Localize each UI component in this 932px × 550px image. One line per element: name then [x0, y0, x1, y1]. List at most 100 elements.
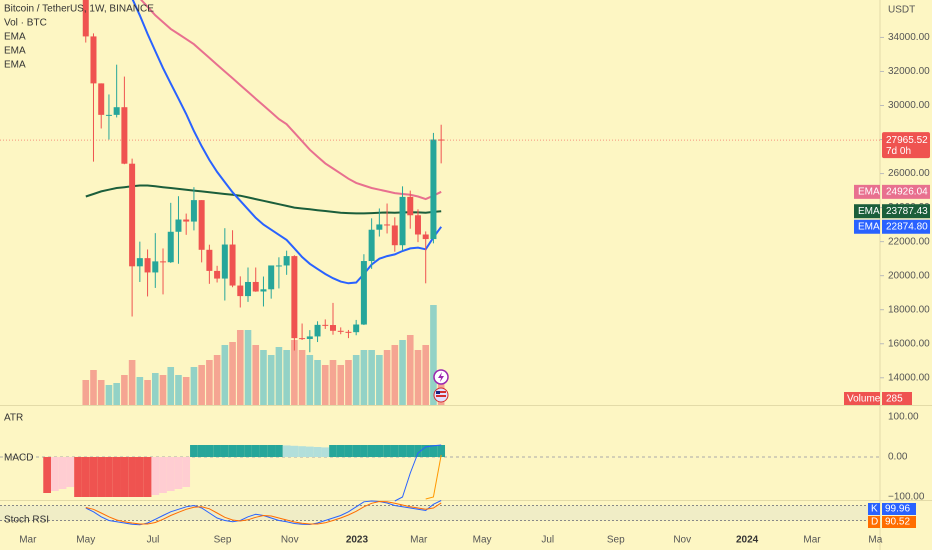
- volume-bar: [345, 360, 352, 405]
- y-tick-label: 14000.00: [888, 372, 930, 383]
- macd-histogram-bar: [97, 457, 106, 497]
- volume-bar: [321, 365, 329, 405]
- volume-bar: [360, 350, 368, 405]
- price-tag: [882, 132, 930, 159]
- candle-body: [368, 229, 375, 262]
- price-pane: [0, 0, 880, 405]
- volume-bar: [144, 380, 151, 405]
- macd-histogram-bar: [375, 445, 384, 457]
- macd-histogram-bar: [205, 445, 214, 457]
- volume-bar: [213, 355, 221, 405]
- volume-bar: [329, 360, 337, 405]
- stoch-line: [85, 500, 442, 525]
- volume-bar: [368, 350, 375, 405]
- candle-body: [206, 249, 213, 271]
- candle-body: [422, 234, 429, 240]
- candle-body: [360, 261, 367, 325]
- volume-tag-bg: [882, 392, 912, 405]
- macd-histogram-bar: [105, 457, 113, 497]
- macd-histogram-bar: [344, 445, 353, 457]
- volume-bar: [252, 345, 260, 405]
- macd-histogram-bar: [429, 445, 438, 457]
- candle-body: [98, 83, 105, 115]
- stoch-tag-value: 90.52: [885, 517, 910, 528]
- macd-histogram-bar: [166, 457, 175, 491]
- volume-bar: [406, 335, 414, 405]
- candle-body: [314, 324, 321, 337]
- ema-line: [131, 0, 443, 285]
- macd-line: [425, 454, 442, 500]
- macd-histogram-bar: [282, 445, 291, 457]
- volume-bar: [283, 350, 290, 405]
- candle-body: [384, 224, 391, 226]
- ema-tag-bg: [882, 204, 930, 219]
- macd-histogram-bar: [321, 447, 330, 457]
- macd-histogram-bar: [151, 457, 160, 495]
- macd-histogram-bar: [120, 457, 129, 497]
- candle-body: [144, 258, 151, 273]
- ema-tag-name-bg: [854, 219, 880, 234]
- macd-histogram-bar: [398, 445, 407, 457]
- y-tick-label: 30000.00: [888, 100, 930, 111]
- macd-histogram-bar: [367, 445, 376, 457]
- volume-bar: [337, 365, 345, 405]
- candle-body: [283, 256, 290, 266]
- ema-tag-name: EMA: [858, 186, 880, 197]
- y-tick-label: 32000.00: [888, 66, 930, 77]
- volume-bar: [244, 330, 252, 405]
- candle-body: [268, 265, 275, 290]
- volume-bar: [383, 350, 391, 405]
- candle-body: [82, 0, 89, 37]
- ema-tag-name: EMA: [858, 206, 880, 217]
- macd-histogram-bar: [197, 445, 206, 457]
- candle-body: [414, 215, 421, 235]
- x-tick-label: May: [473, 535, 492, 546]
- x-tick-label: Mar: [410, 535, 428, 546]
- stoch-tag-bg: [882, 516, 916, 528]
- ema-tag-value: 24926.04: [886, 186, 928, 197]
- volume-bar: [306, 355, 314, 405]
- macd-histogram-bar: [135, 457, 144, 497]
- chart-title: Bitcoin / TetherUS, 1W, BINANCE: [4, 4, 154, 15]
- volume-tag-name-bg: [844, 392, 880, 405]
- volume-bar: [136, 377, 144, 405]
- candle-body: [198, 200, 205, 250]
- alert-icon: [433, 369, 449, 385]
- macd-histogram-bar: [228, 445, 237, 457]
- macd-histogram-bar: [251, 445, 260, 457]
- candle-body: [136, 258, 143, 267]
- candle-body: [337, 330, 344, 332]
- macd-histogram-bar: [390, 445, 399, 457]
- macd-histogram-bar: [174, 457, 183, 489]
- price-tag-countdown: 7d 0h: [886, 146, 911, 157]
- event-icon: [433, 387, 449, 403]
- macd-histogram-bar: [336, 445, 345, 457]
- macd-histogram-bar: [143, 457, 152, 497]
- x-tick-label: May: [76, 535, 95, 546]
- pane-title: Stoch RSI: [4, 515, 49, 526]
- ema-line: [85, 184, 442, 215]
- stoch-tag-name-bg: [868, 516, 880, 528]
- macd-histogram-bar: [360, 445, 368, 457]
- macd-histogram-bar: [290, 445, 299, 457]
- volume-bar: [159, 375, 167, 405]
- macd-histogram-bar: [267, 445, 276, 457]
- macd-histogram-bar: [159, 457, 167, 493]
- candle-body: [345, 331, 352, 333]
- macd-histogram-bar: [66, 457, 75, 487]
- macd-histogram-bar: [329, 445, 337, 457]
- stoch-tag-name: K: [871, 504, 878, 515]
- overlay: 14000.00 16000.00 18000.00 20000.00 22000.00…: [4, 4, 930, 546]
- macd-histogram-bar: [182, 457, 191, 487]
- y-tick-label: 0.00: [888, 452, 908, 463]
- candle-body: [90, 36, 97, 84]
- stoch-tag-name: D: [871, 517, 878, 528]
- macd-line: [394, 444, 442, 502]
- candle-body: [229, 244, 236, 286]
- y-tick-label: 22000.00: [888, 236, 930, 247]
- candle-body: [152, 261, 159, 273]
- volume-bar: [206, 360, 213, 405]
- candle-body: [252, 281, 259, 292]
- volume-bar: [391, 345, 399, 405]
- volume-bar: [90, 370, 97, 405]
